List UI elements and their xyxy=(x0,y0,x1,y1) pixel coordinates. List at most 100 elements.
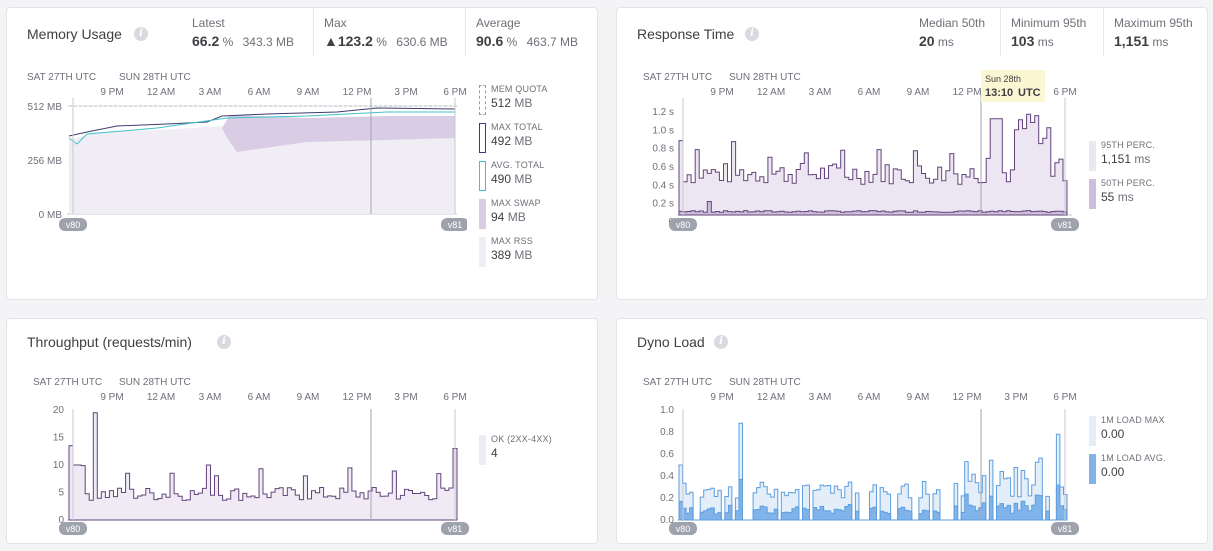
y-tick: 0.6 xyxy=(660,449,674,460)
legend-avg-total[interactable]: AVG. TOTAL 490 MB xyxy=(479,160,548,198)
version-badge xyxy=(441,218,467,231)
y-tick: 0.8 xyxy=(660,427,674,438)
info-icon[interactable]: i xyxy=(217,335,231,349)
memory-usage-title: Memory Usage xyxy=(27,26,122,42)
throughput-chart[interactable]: SAT 27TH UTC SUN 28TH UTC 9 PM 12 AM 3 AM 6… xyxy=(7,369,477,549)
hour-label: 3 AM xyxy=(809,392,832,403)
legend-load-avg[interactable]: 1M LOAD AVG. 0.00 xyxy=(1089,453,1166,491)
y-tick: 10 xyxy=(53,460,65,471)
y-tick: 0.4 s xyxy=(652,180,674,191)
y-ticks: 1.0 0.8 0.6 0.4 0.2 0.0 xyxy=(660,405,674,526)
hour-label: 12 PM xyxy=(953,87,982,98)
version-badge-start: v80 xyxy=(676,524,691,534)
dyno-legend: 1M LOAD MAX 0.00 1M LOAD AVG. 0.00 xyxy=(1089,415,1166,491)
response-time-chart[interactable]: SAT 27TH UTC SUN 28TH UTC 9 PM 12 AM 3 AM 6… xyxy=(617,68,1087,243)
legend-load-max[interactable]: 1M LOAD MAX 0.00 xyxy=(1089,415,1166,453)
hour-label: 9 PM xyxy=(100,87,123,98)
y-tick: 0.2 xyxy=(660,493,674,504)
legend-50th-perc[interactable]: 50TH PERC. 55 ms xyxy=(1089,178,1155,216)
version-badge-start: v80 xyxy=(66,220,81,230)
date-label: SUN 28TH UTC xyxy=(119,72,191,83)
hour-label: 9 AM xyxy=(297,392,320,403)
hour-label: 6 PM xyxy=(443,392,466,403)
stat-maximum-95th: Maximum 95th 1,151 ms xyxy=(1103,8,1193,56)
p95-area xyxy=(678,113,1068,216)
hour-label: 6 PM xyxy=(443,87,466,98)
hour-label: 6 PM xyxy=(1053,392,1076,403)
hour-label: 3 PM xyxy=(394,392,417,403)
version-badge xyxy=(1051,522,1079,535)
throughput-panel: Throughput (requests/min) i SAT 27TH UTC… xyxy=(6,318,598,544)
tooltip-date: Sun 28th xyxy=(985,74,1021,84)
hour-label: 9 PM xyxy=(710,392,733,403)
tooltip-time: 13:10 xyxy=(985,87,1013,99)
date-label: SUN 28TH UTC xyxy=(729,377,801,388)
hour-label: 12 PM xyxy=(343,392,372,403)
throughput-legend: OK (2XX-4XX) 4 xyxy=(479,434,552,472)
stat-latest: Latest 66.2 % 343.3 MB xyxy=(192,16,294,49)
hour-label: 12 PM xyxy=(343,87,372,98)
response-time-panel: Response Time i Median 50th 20 ms Minimu… xyxy=(616,7,1208,300)
y-tick: 0.8 s xyxy=(652,144,674,155)
mem-rss-area xyxy=(69,122,455,214)
hour-label: 12 AM xyxy=(147,392,175,403)
y-tick: 15 xyxy=(53,433,65,444)
y-tick: 512 MB xyxy=(28,102,63,113)
hour-label: 9 AM xyxy=(907,87,930,98)
hour-label: 6 AM xyxy=(858,87,881,98)
info-icon[interactable]: i xyxy=(714,335,728,349)
date-label: SAT 27TH UTC xyxy=(27,72,96,83)
hour-label: 3 AM xyxy=(199,392,222,403)
y-tick: 0.4 xyxy=(660,471,674,482)
stat-average: Average 90.6 % 463.7 MB xyxy=(465,8,578,56)
tooltip-zone: UTC xyxy=(1018,87,1041,99)
version-badge xyxy=(59,522,87,535)
y-ticks: 1.2 s1.0 s0.8 s0.6 s0.4 s0.2 s0 xyxy=(652,107,674,228)
y-ticks: 20 15 10 5 0 xyxy=(53,405,65,526)
dyno-load-chart[interactable]: SAT 27TH UTC SUN 28TH UTC 9 PM 12 AM 3 AM 6… xyxy=(617,369,1087,549)
dyno-load-title: Dyno Load xyxy=(637,334,705,350)
legend-max-rss[interactable]: MAX RSS 389 MB xyxy=(479,236,548,274)
dyno-load-panel: Dyno Load i SAT 27TH UTC SUN 28TH UTC 9 … xyxy=(616,318,1208,544)
hour-label: 3 AM xyxy=(809,87,832,98)
hour-label: 12 AM xyxy=(147,87,175,98)
load-max-area xyxy=(678,422,1068,521)
legend-ok[interactable]: OK (2XX-4XX) 4 xyxy=(479,434,552,472)
mem-swap-area xyxy=(222,115,455,152)
date-label: SUN 28TH UTC xyxy=(729,72,801,83)
response-legend: 95TH PERC. 1,151 ms 50TH PERC. 55 ms xyxy=(1089,140,1155,216)
version-badge xyxy=(669,522,697,535)
hour-label: 9 AM xyxy=(907,392,930,403)
hour-label: 12 AM xyxy=(757,392,785,403)
mem-max-total-line xyxy=(68,107,456,137)
legend-max-swap[interactable]: MAX SWAP 94 MB xyxy=(479,198,548,236)
version-badge xyxy=(669,218,697,231)
stat-max: Max ▲123.2 % 630.6 MB xyxy=(313,8,448,56)
info-icon[interactable]: i xyxy=(134,27,148,41)
hour-label: 6 PM xyxy=(1053,87,1076,98)
legend-max-total[interactable]: MAX TOTAL 492 MB xyxy=(479,122,548,160)
hour-label: 3 PM xyxy=(394,87,417,98)
y-tick: 1.0 xyxy=(660,405,674,416)
mem-avg-total-line xyxy=(68,111,455,145)
version-badge-end: v81 xyxy=(448,524,463,534)
hour-label: 12 PM xyxy=(953,392,982,403)
response-time-title: Response Time xyxy=(637,26,735,42)
hour-labels: 9 PM 12 AM 3 AM 6 AM 9 AM 12 PM 3 PM 6 PM xyxy=(100,392,466,403)
y-tick: 5 xyxy=(58,488,64,499)
date-label: SAT 27TH UTC xyxy=(643,72,712,83)
throughput-area xyxy=(68,412,458,521)
hour-labels: 9 PM 12 AM 3 AM 6 AM 9 AM 12 PM 3 PM 6 PM xyxy=(710,392,1076,403)
memory-legend: MEM QUOTA 512 MB MAX TOTAL 492 MB AVG. T… xyxy=(479,84,548,274)
info-icon[interactable]: i xyxy=(745,27,759,41)
hour-label: 9 PM xyxy=(100,392,123,403)
y-tick: 0.0 xyxy=(660,515,674,526)
memory-chart[interactable]: SAT 27TH UTC SUN 28TH UTC 9 PM 12 AM 3 AM 6… xyxy=(7,68,467,243)
y-tick: 1.2 s xyxy=(652,107,674,118)
load-avg-area xyxy=(678,478,1068,521)
y-tick: 0 MB xyxy=(39,210,63,221)
warning-triangle-icon: ▲ xyxy=(324,33,338,49)
legend-95th-perc[interactable]: 95TH PERC. 1,151 ms xyxy=(1089,140,1155,178)
legend-mem-quota[interactable]: MEM QUOTA 512 MB xyxy=(479,84,548,122)
version-badge-end: v81 xyxy=(1058,220,1073,230)
